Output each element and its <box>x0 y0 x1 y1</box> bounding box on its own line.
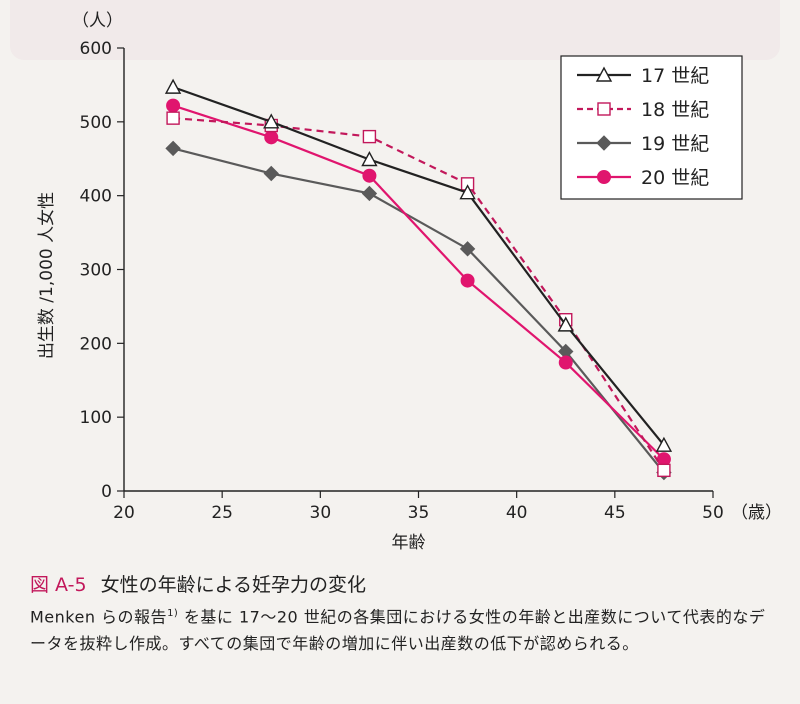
legend-label: 19 世紀 <box>641 133 709 155</box>
data-point <box>362 129 377 144</box>
x-tick-label: 35 <box>408 503 430 523</box>
legend-label: 18 世紀 <box>641 99 709 121</box>
y-tick-label: 200 <box>80 334 112 354</box>
series-line <box>172 147 665 474</box>
data-point <box>460 273 475 288</box>
x-tick-label: 30 <box>310 503 332 523</box>
legend-marker <box>595 66 613 82</box>
data-point <box>459 184 476 200</box>
x-axis-title: 年齢 <box>392 533 426 553</box>
x-tick-label: 50 <box>702 503 724 523</box>
caption-text-rest: を基に 17〜20 世紀の各集団における女性の年齢と出産数について代表的なデータ… <box>30 607 766 654</box>
series-1 <box>164 78 673 452</box>
background-shape <box>10 0 780 60</box>
series-line <box>172 104 665 461</box>
data-point <box>361 151 378 167</box>
x-tick-label: 45 <box>604 503 626 523</box>
data-point <box>166 111 180 125</box>
y-tick-label: 400 <box>80 187 112 207</box>
data-point <box>263 165 279 182</box>
data-point <box>165 140 181 157</box>
chart-axes: 0 100 200 300 400 500 600 20 25 30 35 40 45 50 （人） （歳） 年… <box>37 11 782 553</box>
data-point <box>166 98 181 113</box>
data-point <box>362 168 377 183</box>
legend-marker <box>596 135 612 151</box>
legend-item: 17 世紀 <box>577 65 709 87</box>
x-tick-label: 20 <box>113 503 135 523</box>
legend-label: 17 世紀 <box>641 65 709 87</box>
caption-text-start: Menken らの報告 <box>30 607 168 627</box>
y-tick-label: 0 <box>101 482 112 502</box>
x-tick-label: 25 <box>211 503 233 523</box>
data-point <box>264 130 279 145</box>
legend-item: 19 世紀 <box>577 133 709 155</box>
data-point <box>657 463 671 478</box>
data-point <box>655 436 673 452</box>
y-axis-title: 出生数 /1,000 人女性 <box>37 192 57 359</box>
chart: 0 100 200 300 400 500 600 20 25 30 35 40 45 50 （人） （歳） 年… <box>37 11 782 553</box>
data-point <box>164 78 182 94</box>
x-unit-label: （歳） <box>731 503 782 523</box>
data-point <box>558 355 573 370</box>
y-tick-label: 300 <box>80 261 112 281</box>
x-tick-label: 40 <box>506 503 528 523</box>
figure-title: 女性の年齢による妊孕力の変化 <box>100 574 367 596</box>
legend-marker <box>597 102 611 116</box>
legend-item: 20 世紀 <box>577 167 709 189</box>
figure-label: 図 A-5 <box>30 574 87 596</box>
chart-series <box>164 78 673 481</box>
legend-label: 20 世紀 <box>641 167 709 189</box>
chart-legend: 17 世紀 18 世紀 19 世紀 20 世紀 <box>560 55 743 200</box>
data-point <box>557 316 574 332</box>
reference-marker: 1) <box>167 608 179 619</box>
data-point <box>263 113 280 129</box>
y-tick-label: 100 <box>80 408 112 428</box>
legend-item: 18 世紀 <box>577 99 709 121</box>
data-point <box>459 241 476 257</box>
legend-box <box>560 55 743 200</box>
legend-marker <box>597 170 611 184</box>
series-line <box>172 86 665 446</box>
y-tick-label: 600 <box>80 39 112 59</box>
y-unit-label: （人） <box>72 11 123 31</box>
series-3 <box>165 140 672 481</box>
data-point <box>361 185 378 202</box>
y-tick-label: 500 <box>80 113 112 133</box>
figure-description: Menken らの報告1) を基に 17〜20 世紀の各集団における女性の年齢と… <box>30 600 780 657</box>
figure-caption: 図 A-5 女性の年齢による妊孕力の変化 Menken らの報告1) を基に 17… <box>30 572 780 657</box>
